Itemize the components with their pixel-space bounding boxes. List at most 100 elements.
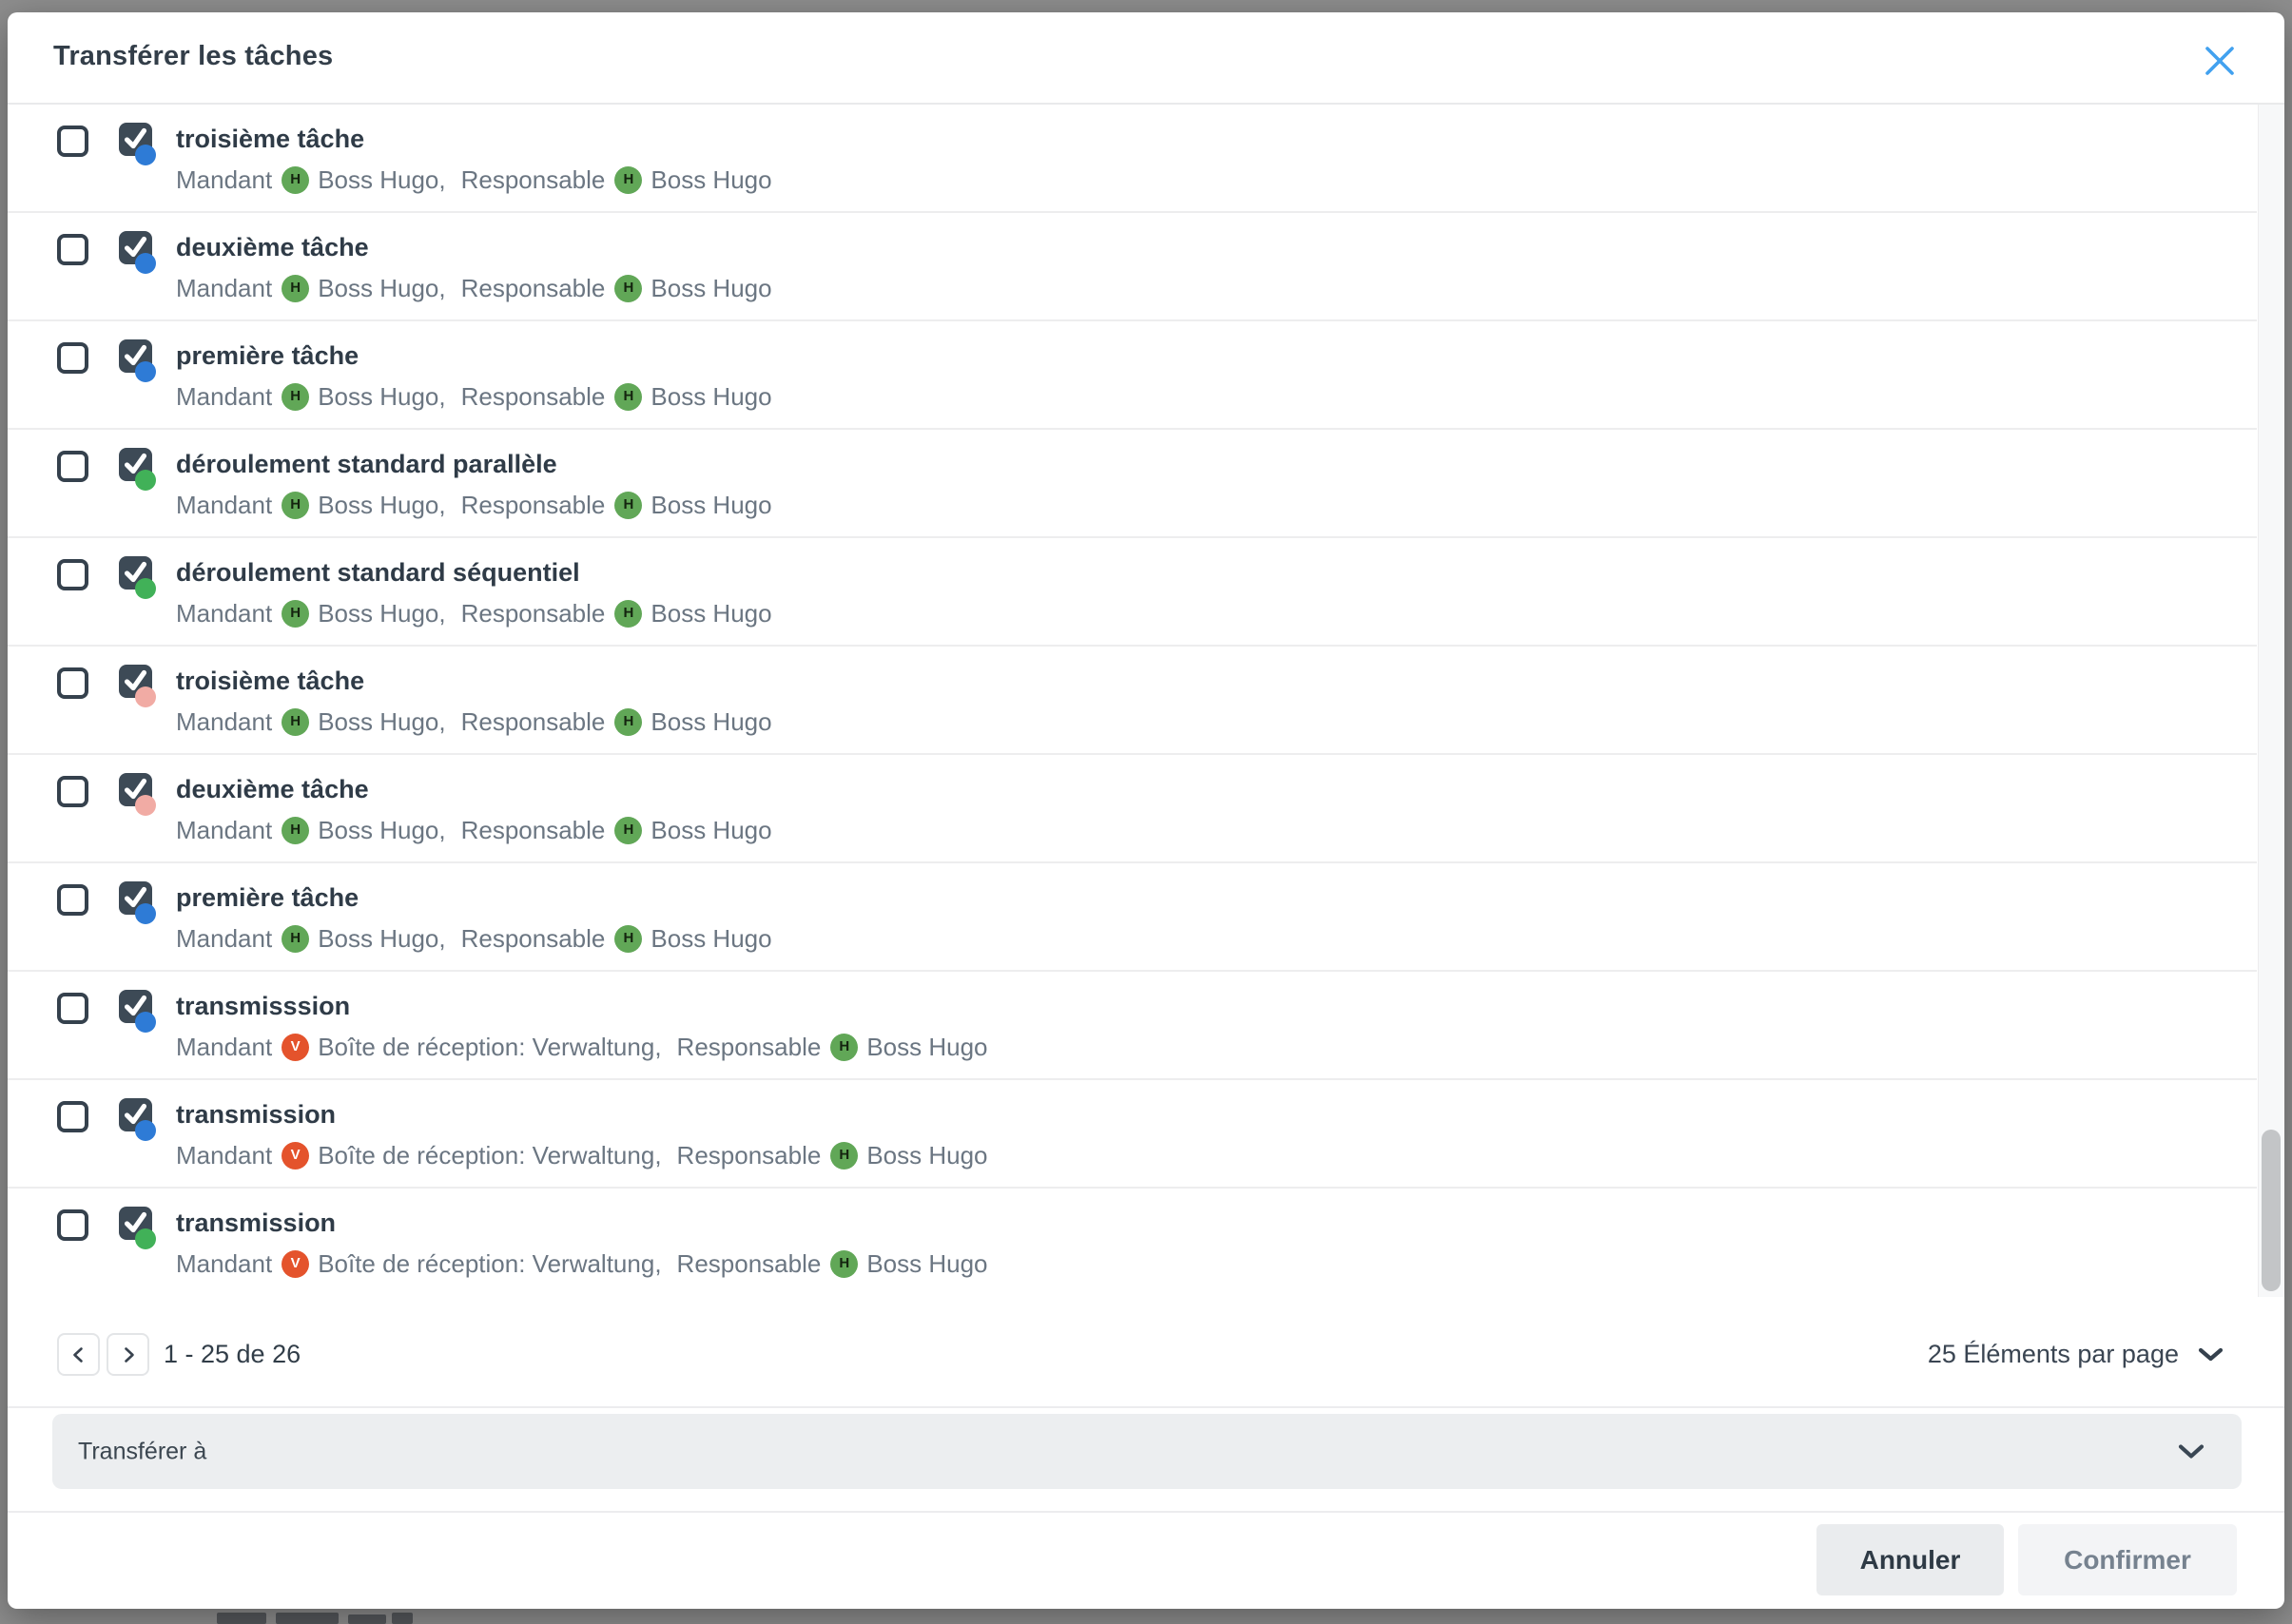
task-title: transmission (176, 1100, 337, 1129)
task-status-dot (135, 1120, 156, 1141)
task-checkbox[interactable] (57, 667, 88, 699)
responsable-avatar: H (614, 816, 643, 844)
responsable-avatar: H (614, 274, 643, 302)
task-checkbox[interactable] (57, 342, 88, 374)
confirm-button[interactable]: Confirmer (2018, 1524, 2237, 1595)
task-checkbox[interactable] (57, 234, 88, 265)
mandant-avatar: H (282, 816, 310, 844)
responsable-avatar: H (614, 707, 643, 736)
mandant-avatar: V (282, 1033, 310, 1061)
responsable-name: Boss Hugo (651, 599, 772, 628)
task-title: troisième tâche (176, 667, 365, 695)
task-checkbox[interactable] (57, 776, 88, 807)
responsable-avatar: H (830, 1033, 859, 1061)
task-title: deuxième tâche (176, 775, 369, 803)
task-text: transmission Mandant V Boîte de réceptio… (176, 1208, 2219, 1280)
task-title: deuxième tâche (176, 233, 369, 261)
task-status-dot (135, 578, 156, 599)
responsable-label: Responsable (460, 165, 606, 194)
separator-comma: , (438, 707, 446, 736)
mandant-avatar: H (282, 924, 310, 953)
mandant-avatar: V (282, 1249, 310, 1278)
task-title: transmisssion (176, 992, 351, 1020)
task-list-item: première tâche Mandant H Boss Hugo, Resp… (8, 321, 2257, 430)
transfer-to-select[interactable]: Transférer à (52, 1414, 2242, 1489)
pagination-bar: 1 - 25 de 26 25 Éléments par page (8, 1307, 2284, 1408)
mandant-label: Mandant (176, 707, 273, 736)
task-status-dot (135, 1228, 156, 1249)
occluded-background-text (217, 1611, 417, 1624)
responsable-name: Boss Hugo (651, 491, 772, 519)
task-title: déroulement standard parallèle (176, 450, 557, 478)
mandant-label: Mandant (176, 382, 273, 411)
task-list-item: déroulement standard parallèle Mandant H… (8, 430, 2257, 538)
task-icon (119, 1207, 156, 1249)
task-status-dot (135, 253, 156, 274)
transfer-tasks-dialog: Transférer les tâches troisième tâche Ma… (8, 12, 2284, 1609)
next-page-button[interactable] (107, 1333, 149, 1376)
mandant-label: Mandant (176, 599, 273, 628)
responsable-label: Responsable (460, 599, 606, 628)
mandant-label: Mandant (176, 274, 273, 302)
responsable-label: Responsable (460, 816, 606, 844)
mandant-avatar: H (282, 599, 310, 628)
task-status-dot (135, 470, 156, 491)
task-list-item: deuxième tâche Mandant H Boss Hugo, Resp… (8, 213, 2257, 321)
chevron-down-icon (2178, 1443, 2205, 1460)
cancel-button[interactable]: Annuler (1816, 1524, 2004, 1595)
mandant-name: Boss Hugo (318, 274, 439, 302)
mandant-label: Mandant (176, 1249, 273, 1278)
responsable-name: Boss Hugo (651, 707, 772, 736)
task-checkbox[interactable] (57, 993, 88, 1024)
items-per-page-select[interactable]: 25 Éléments par page (1928, 1333, 2224, 1376)
task-checkbox[interactable] (57, 559, 88, 590)
mandant-name: Boss Hugo (318, 599, 439, 628)
task-text: troisième tâche Mandant H Boss Hugo, Res… (176, 666, 2219, 738)
mandant-label: Mandant (176, 924, 273, 953)
task-checkbox[interactable] (57, 884, 88, 916)
task-list-item: transmission Mandant V Boîte de réceptio… (8, 1080, 2257, 1189)
task-meta: Mandant V Boîte de réception: Verwaltung… (176, 1247, 2219, 1280)
task-status-dot (135, 686, 156, 707)
task-status-dot (135, 145, 156, 165)
task-checkbox[interactable] (57, 451, 88, 482)
task-status-dot (135, 1012, 156, 1033)
task-text: déroulement standard parallèle Mandant H… (176, 449, 2219, 521)
chevron-down-icon (2198, 1347, 2224, 1363)
task-title: troisième tâche (176, 125, 365, 153)
task-checkbox[interactable] (57, 126, 88, 157)
mandant-avatar: V (282, 1141, 310, 1170)
items-per-page-label: 25 Éléments par page (1927, 1340, 2179, 1368)
mandant-label: Mandant (176, 1033, 273, 1061)
previous-page-button[interactable] (57, 1333, 100, 1376)
separator-comma: , (438, 274, 446, 302)
responsable-name: Boss Hugo (651, 924, 772, 953)
responsable-label: Responsable (460, 382, 606, 411)
task-meta: Mandant V Boîte de réception: Verwaltung… (176, 1139, 2219, 1171)
task-checkbox[interactable] (57, 1209, 88, 1241)
separator-comma: , (438, 165, 446, 194)
responsable-label: Responsable (676, 1141, 822, 1170)
close-icon[interactable] (2203, 44, 2237, 78)
task-meta: Mandant V Boîte de réception: Verwaltung… (176, 1031, 2219, 1063)
task-meta: Mandant H Boss Hugo, Responsable H Boss … (176, 489, 2219, 521)
task-meta: Mandant H Boss Hugo, Responsable H Boss … (176, 922, 2219, 955)
task-icon (119, 1098, 156, 1141)
task-meta: Mandant H Boss Hugo, Responsable H Boss … (176, 272, 2219, 304)
responsable-avatar: H (614, 491, 643, 519)
scrollbar-thumb[interactable] (2262, 1130, 2281, 1291)
responsable-name: Boss Hugo (651, 816, 772, 844)
task-meta: Mandant H Boss Hugo, Responsable H Boss … (176, 814, 2219, 846)
task-icon (119, 556, 156, 599)
responsable-name: Boss Hugo (866, 1249, 988, 1278)
task-list: troisième tâche Mandant H Boss Hugo, Res… (8, 105, 2284, 1297)
mandant-name: Boss Hugo (318, 491, 439, 519)
task-meta: Mandant H Boss Hugo, Responsable H Boss … (176, 380, 2219, 413)
task-text: déroulement standard séquentiel Mandant … (176, 557, 2219, 629)
scrollbar-track[interactable] (2258, 105, 2284, 1297)
task-checkbox[interactable] (57, 1101, 88, 1132)
responsable-label: Responsable (460, 924, 606, 953)
task-meta: Mandant H Boss Hugo, Responsable H Boss … (176, 597, 2219, 629)
responsable-avatar: H (614, 924, 643, 953)
task-icon (119, 990, 156, 1033)
